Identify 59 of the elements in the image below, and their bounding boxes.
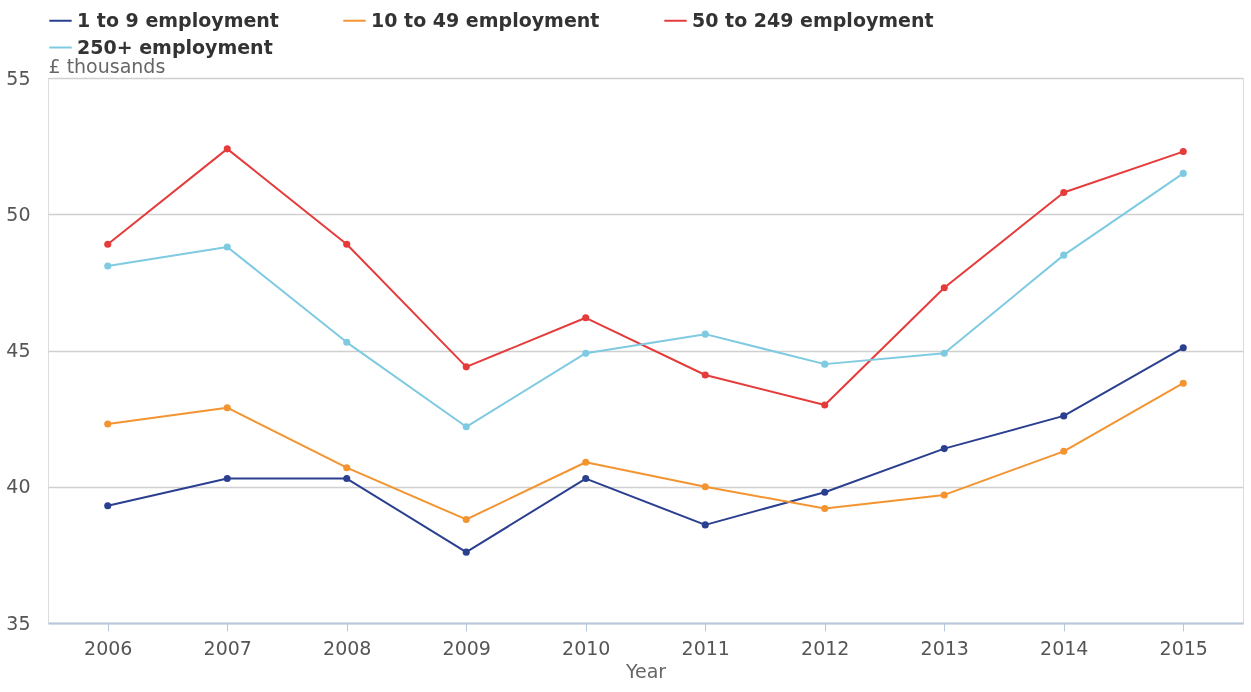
y-tick-label: 45 [6, 339, 31, 361]
point [223, 475, 231, 483]
x-tick-label: 2014 [1040, 636, 1089, 659]
point [821, 360, 829, 368]
point [582, 314, 590, 322]
point [1060, 447, 1068, 455]
point [821, 488, 829, 496]
point [223, 243, 231, 251]
point [1060, 412, 1068, 420]
point [701, 330, 709, 338]
x-tick-label: 2011 [681, 636, 730, 659]
point [701, 483, 709, 491]
x-tick-label: 2007 [203, 636, 252, 659]
point [104, 502, 112, 510]
y-tick-label: 55 [6, 66, 31, 89]
x-tick-label: 2010 [562, 636, 611, 659]
point [701, 521, 709, 529]
x-tick-label: 2015 [1159, 636, 1208, 659]
point [940, 284, 948, 292]
x-tick-label: 2006 [84, 636, 133, 659]
x-tick-label: 2012 [801, 636, 850, 659]
point [223, 145, 231, 153]
x-tick-label: 2008 [323, 636, 372, 659]
x-tick-label: 2013 [920, 636, 969, 659]
point [701, 371, 709, 379]
point [1179, 148, 1187, 156]
point [1179, 379, 1187, 387]
point [343, 338, 351, 346]
legend-label: 10 to 49 employment [371, 8, 600, 31]
point [462, 548, 470, 556]
y-tick-label: 35 [6, 611, 31, 634]
y-tick-label: 50 [6, 202, 31, 225]
point [223, 404, 231, 412]
x-tick-label: 2009 [442, 636, 491, 659]
point [582, 475, 590, 483]
point [104, 240, 112, 248]
x-axis-title: Year [624, 659, 667, 682]
point [821, 401, 829, 409]
point [940, 445, 948, 453]
point [1060, 188, 1068, 196]
legend-label: 1 to 9 employment [77, 8, 279, 31]
point [1179, 169, 1187, 177]
point [582, 458, 590, 466]
y-tick-label: 40 [6, 475, 31, 498]
point [343, 240, 351, 248]
point [462, 515, 470, 523]
point [343, 475, 351, 483]
point [104, 262, 112, 270]
point [582, 349, 590, 357]
point [821, 505, 829, 513]
point [104, 420, 112, 428]
point [940, 349, 948, 357]
point [343, 464, 351, 472]
point [940, 491, 948, 499]
point [462, 363, 470, 371]
legend-label: 50 to 249 employment [692, 8, 934, 31]
point [1179, 344, 1187, 352]
point [1060, 251, 1068, 259]
point [462, 423, 470, 431]
